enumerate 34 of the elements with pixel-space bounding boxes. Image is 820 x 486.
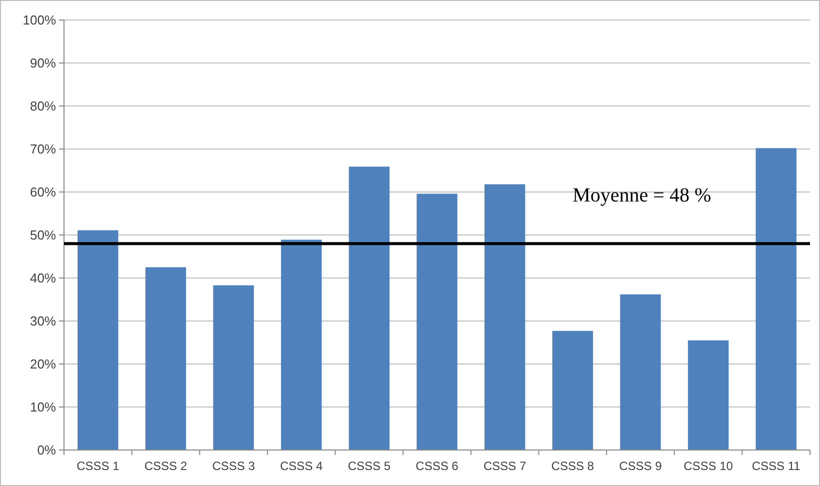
y-tick-label: 40% bbox=[30, 270, 56, 286]
x-tick-label: CSSS 3 bbox=[212, 459, 256, 473]
y-tick-label: 20% bbox=[30, 356, 56, 372]
x-tick-label: CSSS 2 bbox=[144, 459, 188, 473]
y-tick-label: 0% bbox=[37, 442, 56, 458]
y-tick-label: 100% bbox=[22, 12, 56, 28]
x-tick-label: CSSS 4 bbox=[280, 459, 324, 473]
bar bbox=[688, 340, 729, 450]
bar bbox=[145, 267, 186, 450]
x-tick-label: CSSS 5 bbox=[348, 459, 391, 473]
ref-line-label: Moyenne = 48 % bbox=[572, 184, 712, 207]
bar bbox=[416, 194, 458, 450]
y-tick-label: 30% bbox=[30, 314, 56, 329]
x-tick-label: CSSS 11 bbox=[752, 459, 801, 473]
bar bbox=[552, 330, 593, 450]
x-tick-label: CSSS 7 bbox=[483, 459, 526, 473]
y-tick-label: 10% bbox=[30, 400, 56, 415]
bar bbox=[78, 230, 118, 450]
x-tick-label: CSSS 8 bbox=[551, 459, 594, 473]
bar bbox=[348, 166, 390, 450]
x-tick-label: CSSS 6 bbox=[416, 459, 459, 473]
x-tick-label: CSSS 1 bbox=[76, 459, 120, 473]
y-tick-label: 70% bbox=[30, 142, 56, 157]
x-tick-label: CSSS 9 bbox=[619, 459, 662, 473]
bar bbox=[281, 240, 322, 450]
y-tick-label: 60% bbox=[30, 184, 56, 200]
y-tick-label: 80% bbox=[30, 98, 56, 114]
bar bbox=[484, 184, 526, 450]
x-tick-label: CSSS 10 bbox=[684, 459, 734, 473]
y-tick-label: 90% bbox=[30, 56, 56, 71]
bar bbox=[756, 148, 796, 450]
y-tick-label: 50% bbox=[30, 228, 56, 243]
bar bbox=[620, 294, 661, 450]
bar bbox=[213, 285, 254, 450]
